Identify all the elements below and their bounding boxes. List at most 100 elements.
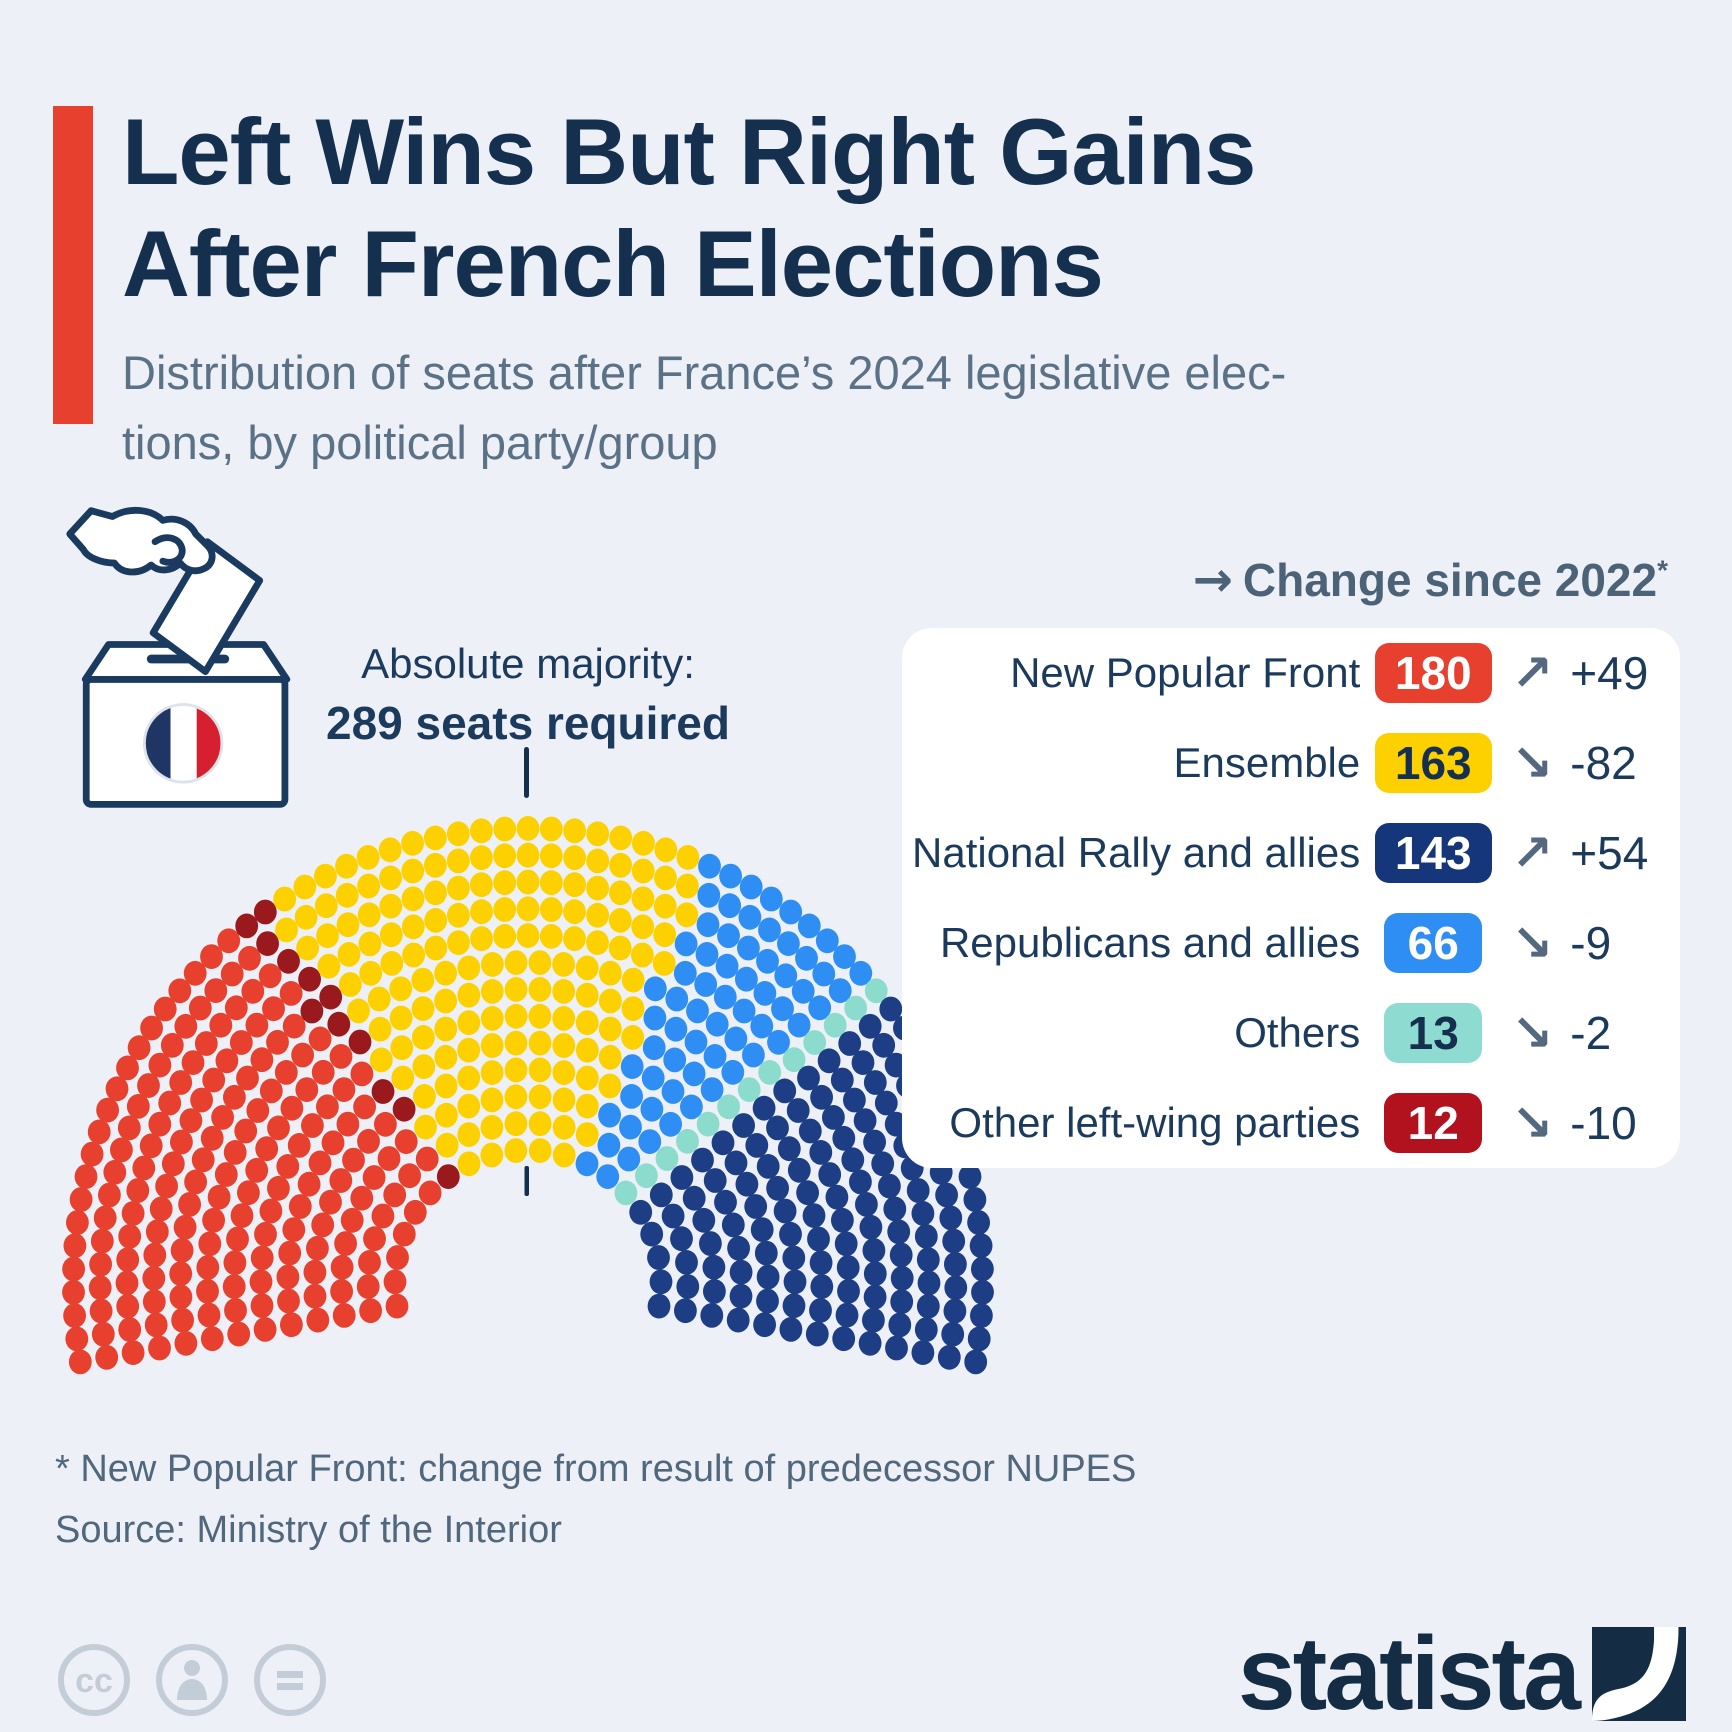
seat-dot: [705, 1011, 729, 1037]
seat-dot: [863, 1129, 886, 1155]
change-value: +49: [1570, 647, 1649, 699]
seat-dot: [586, 875, 609, 901]
seat-dot: [843, 1087, 866, 1113]
seat-dot: [599, 960, 622, 986]
seat-dot: [202, 1207, 226, 1233]
seat-dot: [280, 1312, 303, 1338]
seat-dot: [684, 1029, 708, 1055]
seat-dot: [653, 922, 677, 948]
seat-dot: [446, 821, 470, 847]
seat-dot: [436, 1164, 460, 1189]
seat-dot: [663, 1047, 687, 1073]
party-label: Others: [1234, 1009, 1361, 1056]
seat-dot: [791, 978, 815, 1004]
seat-count-badge: 163: [1374, 733, 1492, 793]
seat-dot: [276, 1264, 300, 1290]
seat-dot: [282, 1217, 306, 1242]
seat-dot: [641, 1065, 665, 1091]
legend-header-asterisk: *: [1657, 554, 1668, 586]
seat-dot: [563, 818, 586, 844]
seat-dot: [703, 1168, 727, 1193]
seat-dot: [528, 1111, 552, 1137]
seat-dot: [298, 966, 321, 992]
seat-dot: [563, 899, 586, 925]
seat-dot: [392, 1096, 416, 1122]
seat-dot: [797, 1065, 820, 1091]
seat-dot: [528, 1057, 552, 1083]
legend-row: New Popular Front 180 ↗ +49: [902, 628, 1690, 718]
seat-dot: [249, 1269, 273, 1295]
seat-dot: [809, 1298, 832, 1323]
seat-dot: [735, 1171, 759, 1197]
seat-dot: [338, 972, 362, 997]
seat-dot: [787, 1157, 811, 1183]
seat-dot: [661, 1203, 685, 1229]
seat-dot: [967, 1210, 990, 1235]
seat-dot: [493, 924, 517, 949]
seat-dot: [878, 1173, 901, 1199]
seat-dot: [858, 1013, 882, 1039]
seat-dot: [215, 1048, 239, 1074]
seat-dot: [470, 845, 493, 871]
seat-dot: [771, 996, 794, 1022]
title-accent-bar: [53, 106, 93, 424]
seat-dot: [832, 1326, 856, 1352]
seat-dot: [698, 853, 721, 879]
seat-dot: [317, 953, 341, 979]
seat-dot: [105, 1076, 129, 1102]
seat-dot: [200, 944, 223, 969]
seat-dot: [703, 1279, 726, 1304]
seat-dot: [539, 843, 563, 869]
seat-dot: [759, 886, 783, 912]
seat-dot: [964, 1349, 988, 1375]
seat-dot: [296, 935, 319, 961]
seat-dot: [295, 1077, 319, 1102]
seat-dot: [434, 1016, 458, 1042]
seat-dot: [692, 1207, 716, 1233]
seat-dot: [198, 1231, 222, 1257]
seat-dot: [91, 1321, 115, 1347]
seat-dot: [711, 1130, 735, 1156]
seat-dot: [254, 1221, 277, 1247]
majority-note-line2: 289 seats required: [325, 697, 730, 749]
seat-dot: [721, 1059, 745, 1085]
cc-icon: cc: [58, 1644, 130, 1716]
legend-row: Others 13 ↘ -2: [902, 988, 1690, 1078]
seat-dot: [267, 1175, 290, 1201]
seat-dot: [126, 1178, 150, 1203]
seat-dot: [169, 1070, 193, 1095]
seat-dot: [758, 917, 781, 943]
seat-dot: [367, 986, 391, 1012]
seat-dot: [200, 1326, 224, 1352]
seat-dot: [659, 1111, 682, 1137]
seat-dot: [504, 1003, 528, 1029]
seat-dot: [859, 1214, 883, 1240]
seat-dot: [158, 1090, 182, 1116]
seat-dot: [356, 845, 380, 870]
seat-dot: [276, 1154, 300, 1179]
seat-dot: [262, 996, 285, 1022]
seat-dot: [414, 1114, 437, 1140]
seat-dot: [853, 1108, 877, 1133]
seat-dot: [911, 1201, 935, 1226]
seat-dot: [516, 842, 540, 868]
seat-dot: [197, 1302, 221, 1328]
seat-dot: [480, 1006, 504, 1031]
majority-note-line1: Absolute majority:: [361, 640, 695, 687]
party-label: National Rally and allies: [912, 829, 1361, 876]
seat-dot: [357, 1128, 380, 1154]
seat-dot: [970, 1303, 993, 1328]
legend-row: Republicans and allies 66 ↘ -9: [902, 898, 1690, 988]
seat-dot: [173, 1214, 197, 1240]
seat-dot: [700, 1077, 724, 1102]
seat-dot: [238, 945, 261, 971]
seat-dot: [528, 950, 552, 975]
seat-dot: [337, 942, 361, 967]
seat-dot: [383, 1269, 407, 1295]
statista-logo-mark: [1592, 1627, 1686, 1721]
seat-dot: [319, 984, 343, 1010]
subtitle-line-2: tions, by political party/group: [122, 416, 718, 469]
seat-dot: [647, 1293, 671, 1319]
seat-dot: [745, 1133, 769, 1158]
seat-dot: [168, 978, 192, 1004]
